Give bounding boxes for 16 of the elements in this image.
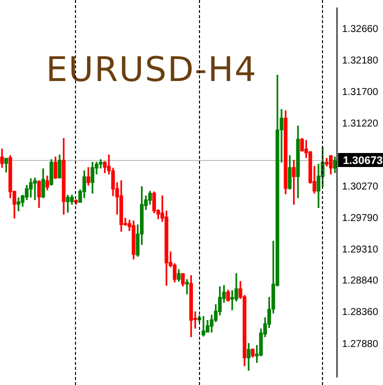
candlestick bbox=[16, 197, 20, 212]
candlestick bbox=[33, 178, 37, 200]
y-tick-label: 1.29310 bbox=[342, 244, 379, 256]
y-tick-label: 1.30270 bbox=[342, 181, 379, 192]
y-tick-label: 1.28360 bbox=[342, 307, 379, 318]
y-tick-label: 1.31700 bbox=[342, 87, 379, 98]
y-tick-label: 1.31220 bbox=[342, 118, 379, 130]
y-tick-label: 1.29790 bbox=[342, 212, 379, 224]
candlestick bbox=[185, 279, 189, 294]
text: EURUSD-H4 bbox=[46, 50, 258, 90]
y-tick-label: 1.32180 bbox=[342, 55, 379, 66]
candlestick bbox=[202, 316, 206, 336]
y-tick-label: 1.27880 bbox=[342, 338, 379, 350]
y-tick-label: 1.28840 bbox=[342, 276, 379, 287]
y-tick-label: 1.32660 bbox=[342, 24, 379, 35]
ref-line-label: 1.30673 bbox=[343, 155, 383, 168]
